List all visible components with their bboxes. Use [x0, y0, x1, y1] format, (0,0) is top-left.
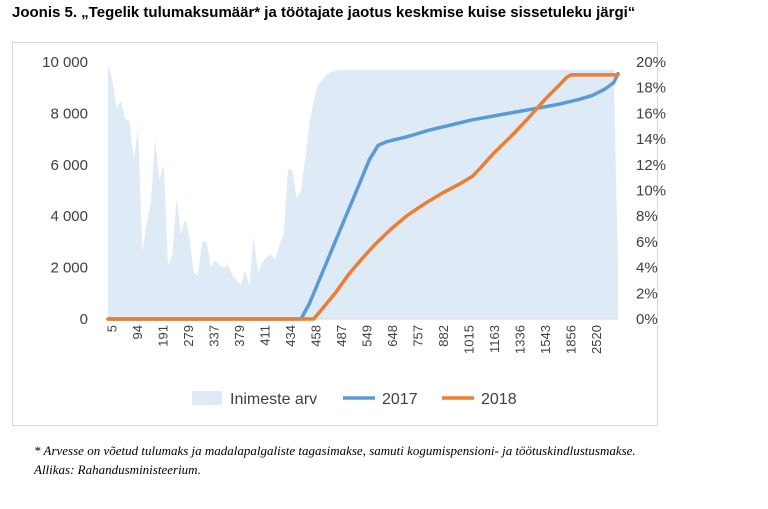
x-tick-label: 379	[232, 325, 247, 347]
x-tick-label: 191	[155, 325, 170, 347]
x-tick-label: 757	[410, 325, 425, 347]
y-right-tick-label: 6%	[636, 234, 658, 251]
x-tick-label: 94	[130, 325, 145, 339]
y-axis-left-ticks: 0 2 000 4 000 6 000 8 000 10 000	[42, 54, 88, 328]
y-left-tick-label: 8 000	[50, 105, 88, 122]
x-tick-label: 549	[359, 325, 374, 347]
legend-label-2018: 2018	[481, 391, 517, 408]
legend-swatch-inimeste-arv	[192, 391, 222, 405]
x-tick-label: 1336	[512, 325, 527, 354]
area-inimeste-arv	[108, 64, 618, 319]
area-layer	[108, 64, 618, 319]
legend: Inimeste arv 2017 2018	[192, 391, 517, 408]
x-tick-label: 279	[181, 325, 196, 347]
y-right-tick-label: 16%	[636, 105, 666, 122]
x-tick-label: 487	[334, 325, 349, 347]
x-axis-ticks: 5 94 191 279 337 379 411 434 458 487 549 648 757 882 1…	[104, 325, 604, 354]
legend-label-2017: 2017	[382, 391, 418, 408]
y-left-tick-label: 2 000	[50, 260, 88, 277]
x-tick-label: 458	[308, 325, 323, 347]
y-right-tick-label: 2%	[636, 285, 658, 302]
y-right-tick-label: 0%	[636, 311, 658, 328]
y-right-tick-label: 18%	[636, 80, 666, 97]
line-2017	[106, 71, 620, 321]
x-tick-label: 411	[257, 325, 272, 346]
x-tick-label: 337	[206, 325, 221, 347]
y-right-tick-label: 14%	[636, 131, 666, 148]
y-right-tick-label: 10%	[636, 183, 666, 200]
y-left-tick-label: 4 000	[50, 208, 88, 225]
x-tick-label: 648	[385, 325, 400, 347]
x-tick-label: 1856	[563, 325, 578, 354]
chart-frame	[12, 42, 658, 426]
x-tick-label: 1163	[487, 325, 502, 353]
x-tick-label: 1543	[538, 325, 553, 354]
x-tick-label: 1015	[461, 325, 476, 354]
x-tick-label: 5	[104, 325, 119, 332]
source-note: Allikas: Rahandusministeerium.	[34, 462, 201, 477]
line-layer	[106, 71, 620, 321]
x-tick-label: 434	[283, 325, 298, 347]
y-left-tick-label: 0	[80, 311, 88, 328]
legend-label-inimeste-arv: Inimeste arv	[230, 391, 317, 408]
y-right-tick-label: 4%	[636, 260, 658, 277]
y-left-tick-label: 6 000	[50, 157, 88, 174]
y-right-tick-label: 12%	[636, 157, 666, 174]
y-right-tick-label: 8%	[636, 208, 658, 225]
y-left-tick-label: 10 000	[42, 54, 88, 71]
y-axis-right-ticks: 0% 2% 4% 6% 8% 10% 12% 14% 16% 18% 20%	[636, 54, 666, 328]
line-2018	[106, 73, 620, 321]
x-tick-label: 882	[436, 325, 451, 347]
figure-title: Joonis 5. „Tegelik tulumaksumäär* ja töö…	[12, 4, 636, 21]
footnote: * Arvesse on võetud tulumaks ja madalapa…	[34, 443, 636, 458]
x-tick-label: 2520	[589, 325, 604, 354]
y-right-tick-label: 20%	[636, 54, 666, 71]
